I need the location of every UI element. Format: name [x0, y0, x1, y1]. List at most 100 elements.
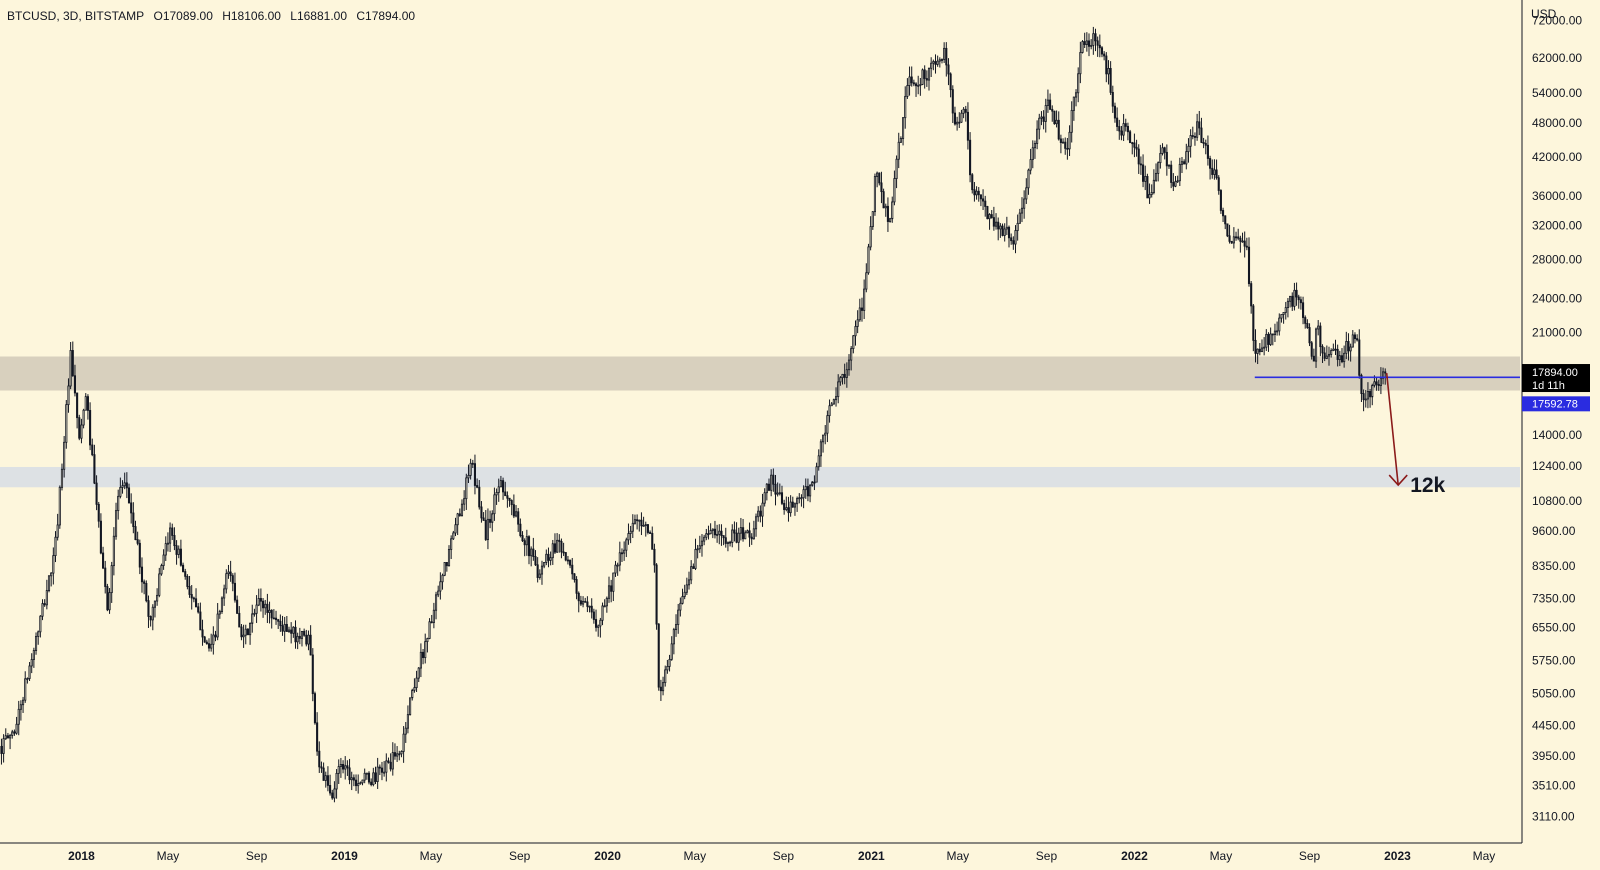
candle [134, 520, 137, 541]
time-tick-label: 2018 [68, 849, 95, 863]
candle-body [393, 752, 397, 757]
candle-body [242, 634, 245, 638]
candle-body [649, 532, 652, 534]
candle-body [770, 474, 773, 491]
candle [1161, 143, 1164, 156]
candle [863, 279, 866, 319]
zones-layer [0, 356, 1520, 488]
candle-body [636, 519, 639, 522]
candle-body [681, 596, 684, 604]
candle [949, 72, 952, 98]
candle-body [1087, 40, 1091, 47]
candle [992, 206, 995, 231]
candle-body [716, 533, 719, 536]
candle-body [845, 369, 848, 378]
candle-body [517, 511, 520, 525]
candle [592, 608, 595, 624]
candle [860, 297, 864, 322]
candle [847, 354, 851, 376]
candle [945, 42, 948, 77]
candle-body [698, 545, 701, 550]
candle-body [39, 615, 42, 633]
candle-body [1373, 381, 1376, 386]
candle-body [97, 503, 100, 522]
candle-body [114, 510, 118, 537]
candle [264, 599, 267, 615]
candle [112, 527, 115, 576]
candle [352, 774, 355, 787]
candle [1174, 176, 1177, 188]
candle [1146, 173, 1149, 199]
candle [207, 638, 211, 652]
candle-body [906, 85, 909, 97]
candle-body [1083, 41, 1086, 45]
candle [469, 458, 472, 480]
candle-body [489, 518, 492, 523]
candle [742, 518, 745, 542]
candle [778, 483, 781, 496]
candle-body [932, 61, 935, 64]
candle [190, 585, 193, 610]
time-axis[interactable]: 2018 May Sep 2019 May Sep 2020 May Sep 2021 May Sep… [0, 842, 1522, 863]
candle [982, 189, 985, 211]
candle-body [912, 82, 915, 85]
candle [1142, 154, 1145, 188]
price-tick-label: 72000.00 [1532, 13, 1582, 27]
candle-body [329, 785, 332, 794]
candle-body [197, 606, 200, 613]
candle [335, 769, 338, 799]
candle [837, 374, 840, 404]
candle-body [1202, 142, 1205, 144]
candle-body [316, 722, 319, 752]
candle-body [657, 623, 660, 688]
candle [906, 78, 909, 99]
candle-body [95, 482, 98, 505]
candle [834, 387, 838, 407]
candle [545, 549, 548, 566]
candle-body [811, 481, 814, 486]
candle-body [1340, 355, 1344, 363]
candle [882, 188, 885, 209]
candle [649, 530, 652, 534]
candle [754, 513, 758, 537]
candle [657, 623, 660, 691]
candle [82, 408, 85, 429]
candle [765, 483, 768, 501]
candle [1072, 96, 1075, 121]
candle-body [298, 635, 301, 639]
candle [556, 533, 559, 553]
candle [599, 617, 602, 638]
candle [1286, 298, 1289, 318]
candle [1278, 313, 1281, 336]
candle [1273, 323, 1277, 342]
candle-body [938, 59, 941, 62]
candle [197, 603, 200, 614]
candle-body [735, 532, 738, 543]
candle [255, 595, 258, 623]
candle [800, 494, 803, 507]
candle-body [428, 621, 431, 639]
candle-body [333, 788, 336, 799]
candle-body [1005, 226, 1008, 230]
price-axis[interactable]: USD 72000.00 62000.00 54000.00 48000.00 4200… [1521, 0, 1582, 843]
candle [249, 622, 252, 645]
candle [869, 216, 872, 251]
candle-body [11, 731, 14, 736]
candle-body [499, 480, 502, 488]
candle-body [1247, 246, 1251, 285]
candle [824, 425, 827, 445]
candle-body [612, 572, 615, 592]
candle-body [718, 530, 721, 535]
candle-body [668, 658, 671, 667]
candle-body [984, 200, 987, 207]
symbol-label[interactable]: BTCUSD, 3D, BITSTAMP [7, 9, 145, 23]
candle [32, 647, 35, 668]
candle [1382, 367, 1385, 385]
candle [908, 66, 911, 96]
candle-body [783, 502, 786, 510]
candle-body [1273, 330, 1277, 336]
candle [925, 70, 928, 87]
candle [1317, 320, 1320, 336]
candle [789, 495, 792, 517]
